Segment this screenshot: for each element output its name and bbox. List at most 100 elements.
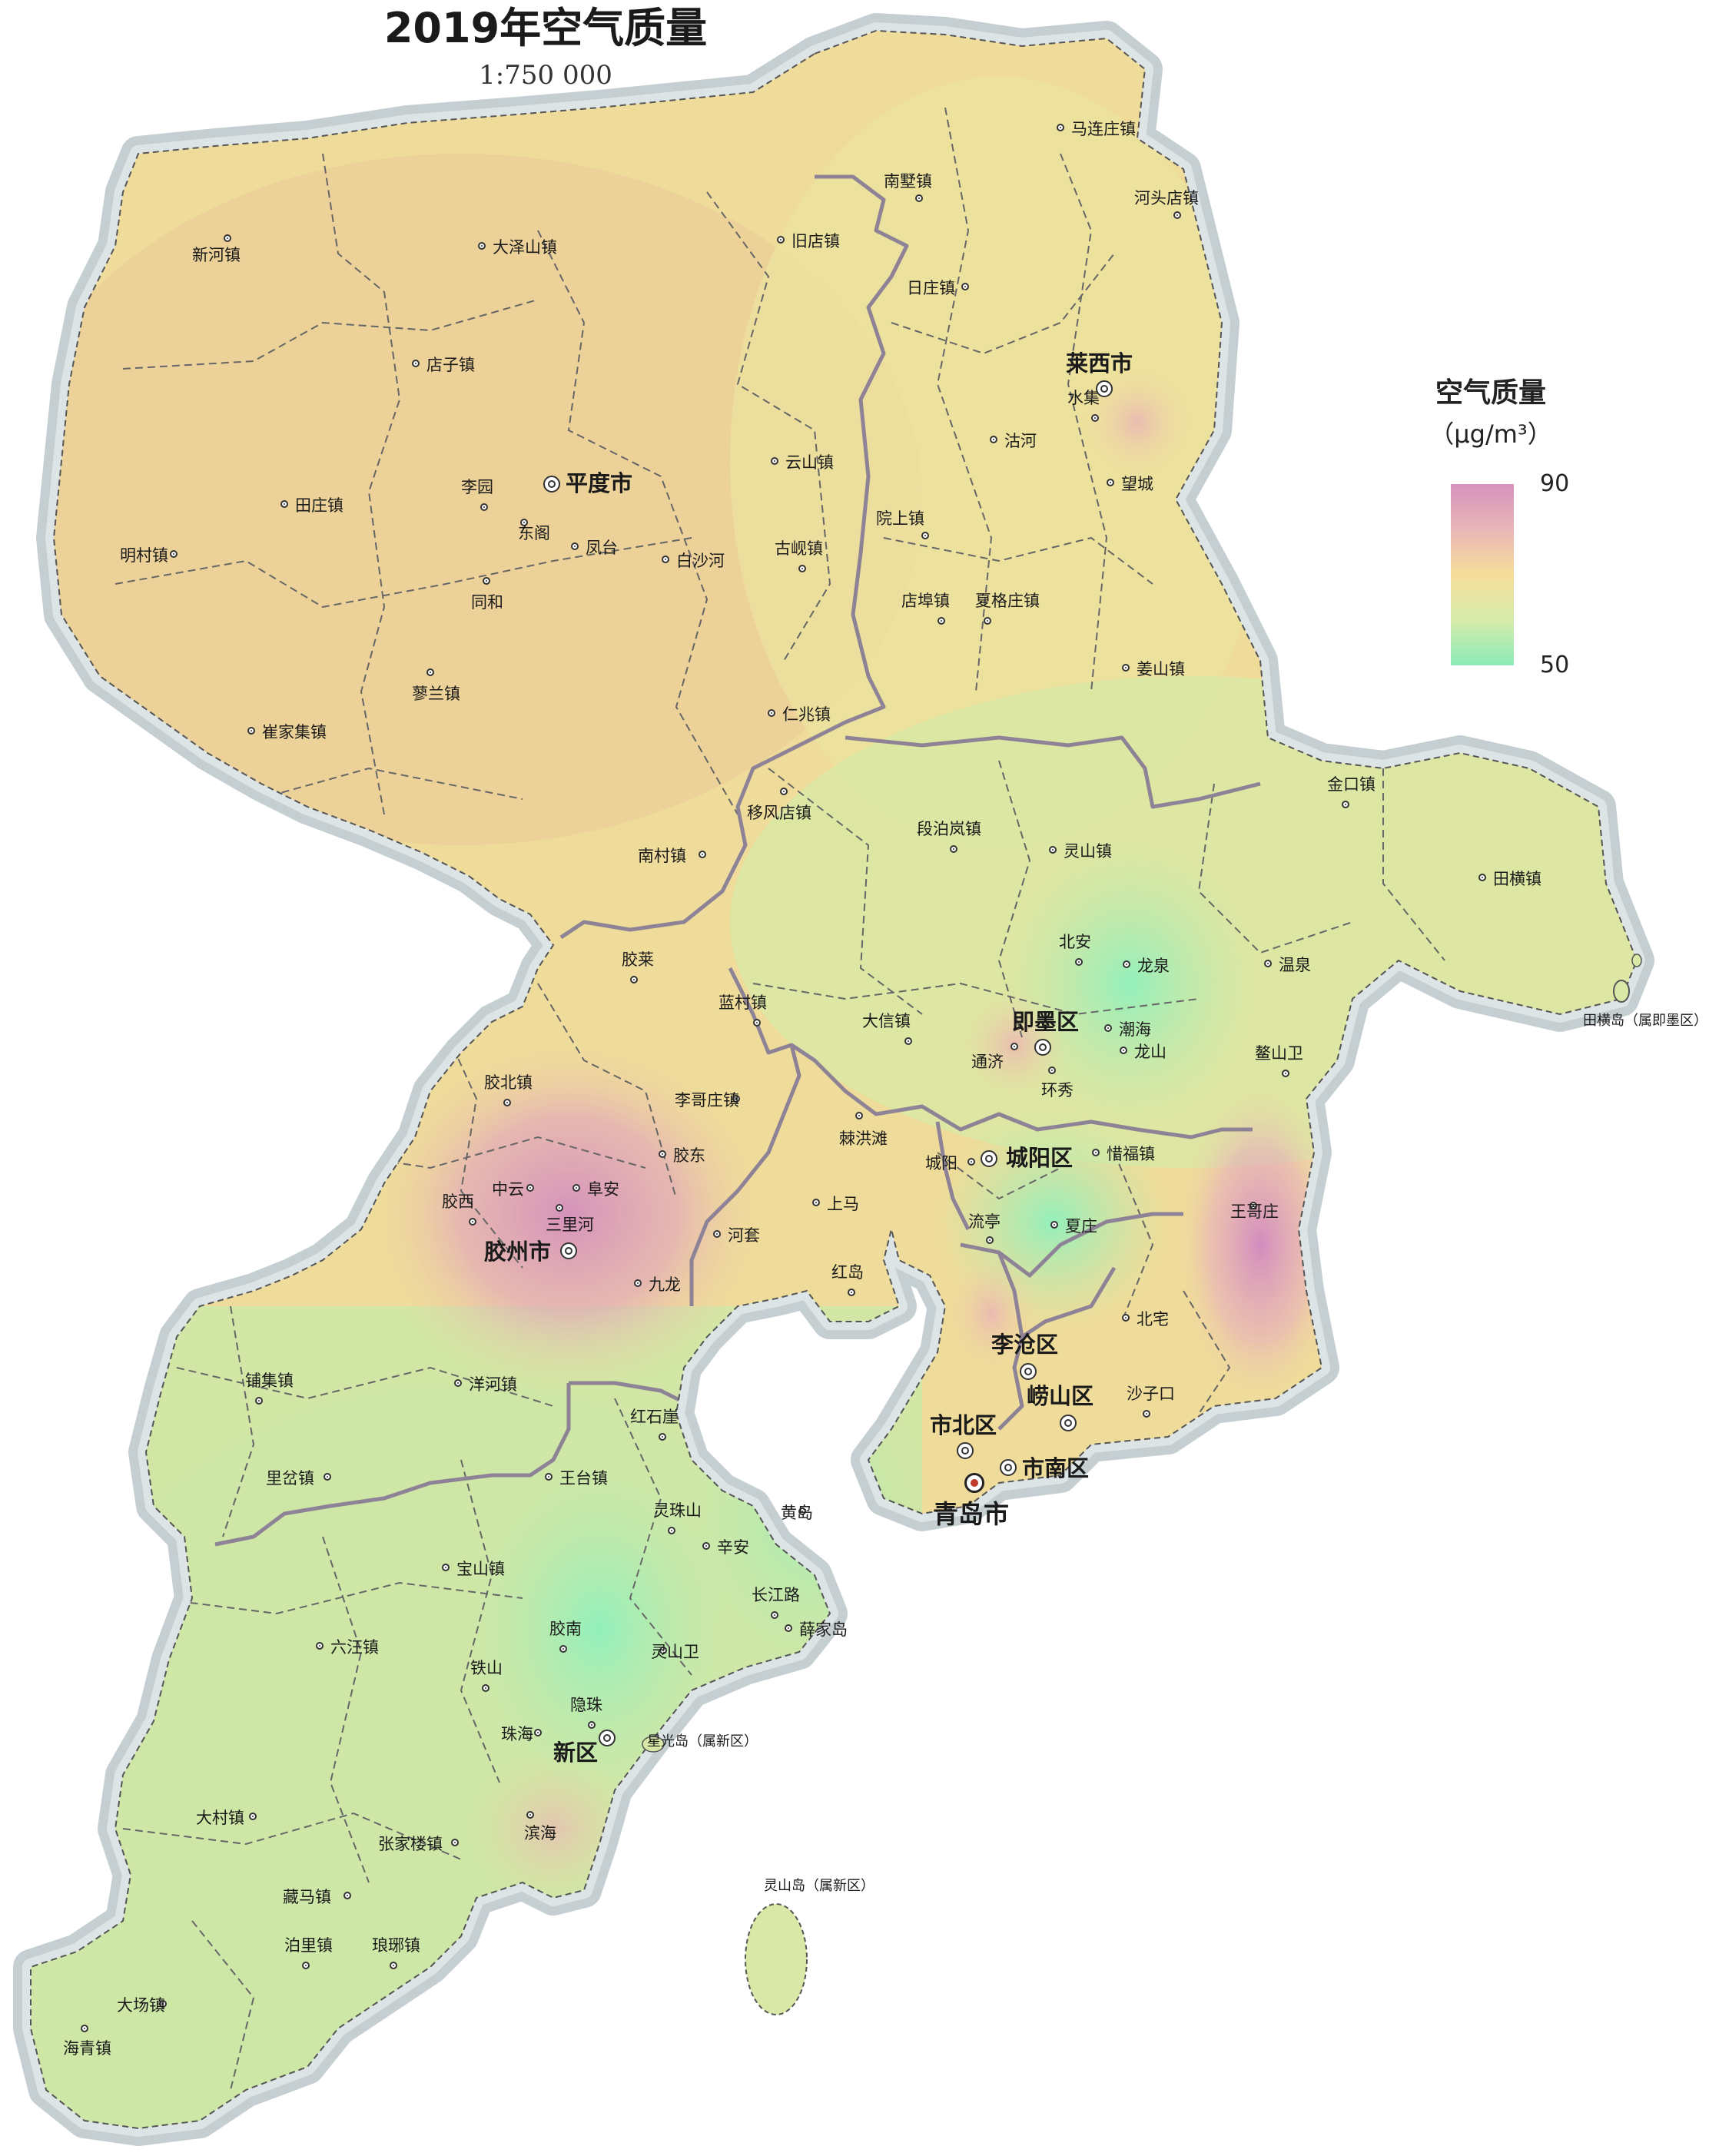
legend-color-ramp	[1451, 484, 1514, 665]
town-marker-icon	[159, 2000, 167, 2008]
town-label: 李哥庄镇	[675, 1091, 739, 1110]
town-marker-icon	[224, 234, 231, 242]
town-marker-icon	[520, 519, 528, 526]
town-label: 六汪镇	[330, 1638, 379, 1657]
town-marker-icon	[961, 283, 969, 290]
town-marker-icon	[480, 503, 488, 511]
city-label: 新区	[553, 1740, 599, 1766]
town-marker-icon	[915, 194, 923, 202]
town-label: 阜安	[587, 1180, 619, 1199]
town-marker-icon	[984, 617, 991, 625]
town-marker-icon	[534, 1729, 542, 1736]
town-marker-icon	[967, 1158, 975, 1166]
town-label: 云山镇	[785, 453, 834, 472]
town-label: 胶西	[442, 1192, 474, 1211]
town-marker-icon	[732, 1095, 740, 1103]
town-label: 洋河镇	[469, 1375, 517, 1394]
city-label: 市北区	[930, 1412, 997, 1438]
town-label: 日庄镇	[907, 279, 955, 297]
town-marker-icon	[1075, 958, 1083, 966]
town-marker-icon	[469, 1218, 476, 1226]
town-label: 沽河	[1004, 432, 1037, 450]
town-marker-icon	[702, 1542, 710, 1550]
town-marker-icon	[1342, 801, 1349, 808]
town-label: 同和	[471, 593, 503, 612]
town-label: 海青镇	[63, 2039, 111, 2058]
town-marker-icon	[483, 577, 490, 585]
town-label: 潮海	[1119, 1020, 1151, 1039]
town-marker-icon	[630, 976, 638, 983]
town-marker-icon	[81, 2025, 88, 2032]
town-label: 宝山镇	[456, 1560, 505, 1578]
town-marker-icon	[1122, 664, 1130, 672]
town-marker-icon	[571, 542, 579, 550]
town-label: 明村镇	[120, 546, 168, 565]
town-label: 马连庄镇	[1071, 120, 1136, 138]
town-label: 古岘镇	[775, 539, 823, 558]
town-label: 金口镇	[1327, 775, 1376, 794]
town-marker-icon	[1120, 1046, 1127, 1054]
town-marker-icon	[170, 550, 178, 558]
town-label: 田横镇	[1493, 870, 1541, 888]
city-marker-icon	[599, 1730, 616, 1746]
town-marker-icon	[1173, 211, 1181, 219]
town-marker-icon	[1104, 1024, 1112, 1032]
town-label: 夏庄	[1065, 1217, 1097, 1236]
town-marker-icon	[771, 1611, 778, 1619]
town-marker-icon	[699, 851, 706, 858]
town-label: 河头店镇	[1134, 189, 1199, 207]
town-label: 铺集镇	[245, 1372, 294, 1390]
town-label: 环秀	[1041, 1081, 1074, 1100]
city-label: 崂山区	[1027, 1383, 1094, 1409]
city-marker-icon	[981, 1150, 997, 1167]
town-label: 水集	[1067, 389, 1100, 407]
town-marker-icon	[247, 727, 255, 735]
town-label: 仁兆镇	[782, 705, 831, 724]
town-marker-icon	[302, 1962, 310, 1969]
town-label: 旧店镇	[791, 232, 840, 250]
town-label: 河套	[728, 1226, 760, 1245]
town-marker-icon	[1048, 1066, 1056, 1074]
town-label: 胶莱	[622, 950, 654, 969]
town-label: 张家楼镇	[378, 1835, 443, 1853]
town-label: 铁山	[470, 1659, 503, 1677]
town-label: 王哥庄	[1230, 1202, 1279, 1221]
town-label: 珠海	[501, 1725, 533, 1743]
town-marker-icon	[249, 1813, 257, 1820]
town-label: 里岔镇	[266, 1469, 314, 1488]
town-marker-icon	[390, 1962, 397, 1969]
town-label: 蓝村镇	[718, 993, 767, 1012]
town-label: 辛安	[717, 1538, 749, 1557]
town-label: 灵山镇	[1064, 842, 1112, 861]
town-marker-icon	[785, 1624, 792, 1632]
town-label: 北宅	[1137, 1310, 1169, 1328]
town-label: 大信镇	[862, 1012, 911, 1030]
city-label: 即墨区	[1012, 1009, 1080, 1035]
town-marker-icon	[1122, 1314, 1130, 1322]
town-marker-icon	[478, 242, 486, 250]
town-label: 九龙	[649, 1275, 681, 1294]
town-marker-icon	[990, 436, 997, 443]
town-marker-icon	[848, 1289, 855, 1296]
town-marker-icon	[454, 1379, 462, 1387]
town-label: 王台镇	[559, 1469, 608, 1488]
town-label: 南村镇	[638, 847, 686, 865]
town-marker-icon	[1057, 124, 1064, 131]
town-label: 凤台	[586, 539, 618, 557]
town-label: 泊里镇	[284, 1936, 333, 1955]
city-label: 市南区	[1022, 1455, 1090, 1481]
town-marker-icon	[768, 709, 775, 717]
town-marker-icon	[855, 1112, 863, 1119]
city-marker-icon	[1000, 1459, 1017, 1476]
town-marker-icon	[921, 532, 929, 539]
town-marker-icon	[662, 556, 669, 563]
town-marker-icon	[950, 845, 957, 853]
map-scale: 1:750 000	[479, 60, 612, 91]
town-label: 红石崖	[630, 1408, 679, 1426]
town-marker-icon	[1050, 1221, 1058, 1229]
town-marker-icon	[572, 1184, 580, 1192]
town-marker-icon	[316, 1642, 324, 1650]
town-marker-icon	[1092, 1149, 1100, 1156]
town-marker-icon	[659, 1433, 666, 1441]
